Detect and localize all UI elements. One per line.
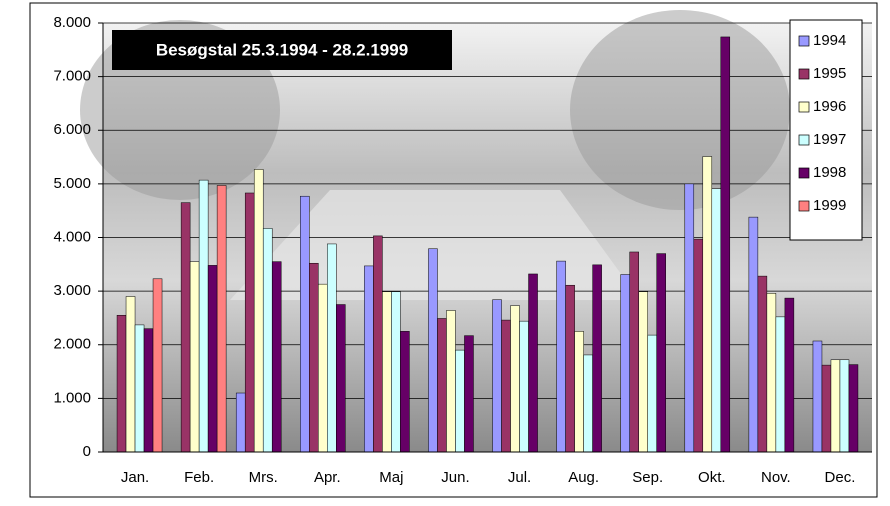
bar: [428, 249, 437, 452]
x-tick-label: Nov.: [761, 469, 791, 486]
bar: [263, 228, 272, 452]
bar: [849, 365, 858, 452]
bar: [639, 292, 648, 452]
y-tick-label: 7.000: [53, 68, 91, 85]
bar: [208, 265, 217, 452]
legend-swatch: [799, 201, 809, 211]
y-tick-label: 5.000: [53, 175, 91, 192]
legend-swatch: [799, 168, 809, 178]
bar: [382, 292, 391, 452]
bar: [400, 331, 409, 452]
bar: [199, 180, 208, 452]
bar: [272, 262, 281, 452]
y-tick-label: 8.000: [53, 14, 91, 31]
bar: [254, 169, 263, 452]
bar: [831, 360, 840, 452]
bar: [593, 265, 602, 452]
x-tick-label: Jun.: [441, 469, 469, 486]
bar: [364, 266, 373, 452]
bar: [813, 341, 822, 452]
legend-swatch: [799, 102, 809, 112]
bar: [236, 393, 245, 452]
bar: [721, 37, 730, 452]
bar: [712, 189, 721, 452]
bar: [502, 320, 511, 452]
bar: [391, 292, 400, 452]
bar: [455, 350, 464, 452]
bar: [126, 296, 135, 452]
bar: [621, 275, 630, 452]
bar: [300, 196, 309, 452]
legend-label: 1994: [813, 32, 846, 49]
bar: [493, 300, 502, 452]
bar: [685, 184, 694, 452]
bar: [575, 331, 584, 452]
x-tick-label: Dec.: [825, 469, 856, 486]
bar: [181, 203, 190, 452]
bar: [694, 239, 703, 452]
legend-label: 1997: [813, 131, 846, 148]
bar: [840, 360, 849, 452]
x-tick-label: Okt.: [698, 469, 726, 486]
bar: [190, 262, 199, 452]
bar: [135, 325, 144, 452]
bar: [584, 355, 593, 452]
bar: [309, 263, 318, 452]
bar: [327, 244, 336, 452]
bar: [217, 185, 226, 452]
bar: [373, 236, 382, 452]
y-tick-label: 1.000: [53, 389, 91, 406]
x-tick-label: Feb.: [184, 469, 214, 486]
bar: [648, 335, 657, 452]
x-tick-label: Apr.: [314, 469, 341, 486]
chart-title: Besøgstal 25.3.1994 - 28.2.1999: [156, 40, 408, 59]
bar: [776, 317, 785, 452]
legend-label: 1995: [813, 65, 846, 82]
bar: [703, 157, 712, 452]
bar: [144, 329, 153, 452]
x-tick-label: Aug.: [568, 469, 599, 486]
x-tick-label: Jul.: [508, 469, 531, 486]
bar: [557, 261, 566, 452]
y-tick-label: 0: [83, 443, 91, 460]
bar: [758, 276, 767, 452]
bar: [785, 298, 794, 452]
bar: [336, 305, 345, 452]
y-tick-label: 2.000: [53, 336, 91, 353]
y-tick-label: 3.000: [53, 282, 91, 299]
bar: [464, 336, 473, 452]
bar: [767, 293, 776, 452]
chart: Besøgstal 25.3.1994 - 28.2.1999 1994 1995…: [0, 0, 890, 501]
bar: [511, 306, 520, 452]
bar: [446, 310, 455, 452]
legend-label: 1999: [813, 197, 846, 214]
legend-swatch: [799, 36, 809, 46]
x-tick-label: Sep.: [632, 469, 663, 486]
bar: [437, 318, 446, 452]
x-tick-label: Maj: [379, 469, 403, 486]
bar: [117, 315, 126, 452]
y-tick-label: 4.000: [53, 228, 91, 245]
legend-label: 1998: [813, 164, 846, 181]
bar: [153, 279, 162, 452]
bar: [566, 285, 575, 452]
y-tick-label: 6.000: [53, 121, 91, 138]
x-tick-label: Jan.: [121, 469, 149, 486]
x-tick-label: Mrs.: [249, 469, 278, 486]
legend-swatch: [799, 69, 809, 79]
bar: [630, 252, 639, 452]
bar: [822, 365, 831, 452]
bar: [520, 321, 529, 452]
bar: [245, 193, 254, 452]
legend-swatch: [799, 135, 809, 145]
bar: [318, 284, 327, 452]
bar: [749, 217, 758, 452]
bar: [657, 254, 666, 452]
legend-label: 1996: [813, 98, 846, 115]
bar: [529, 274, 538, 452]
background-tree: [570, 10, 790, 210]
